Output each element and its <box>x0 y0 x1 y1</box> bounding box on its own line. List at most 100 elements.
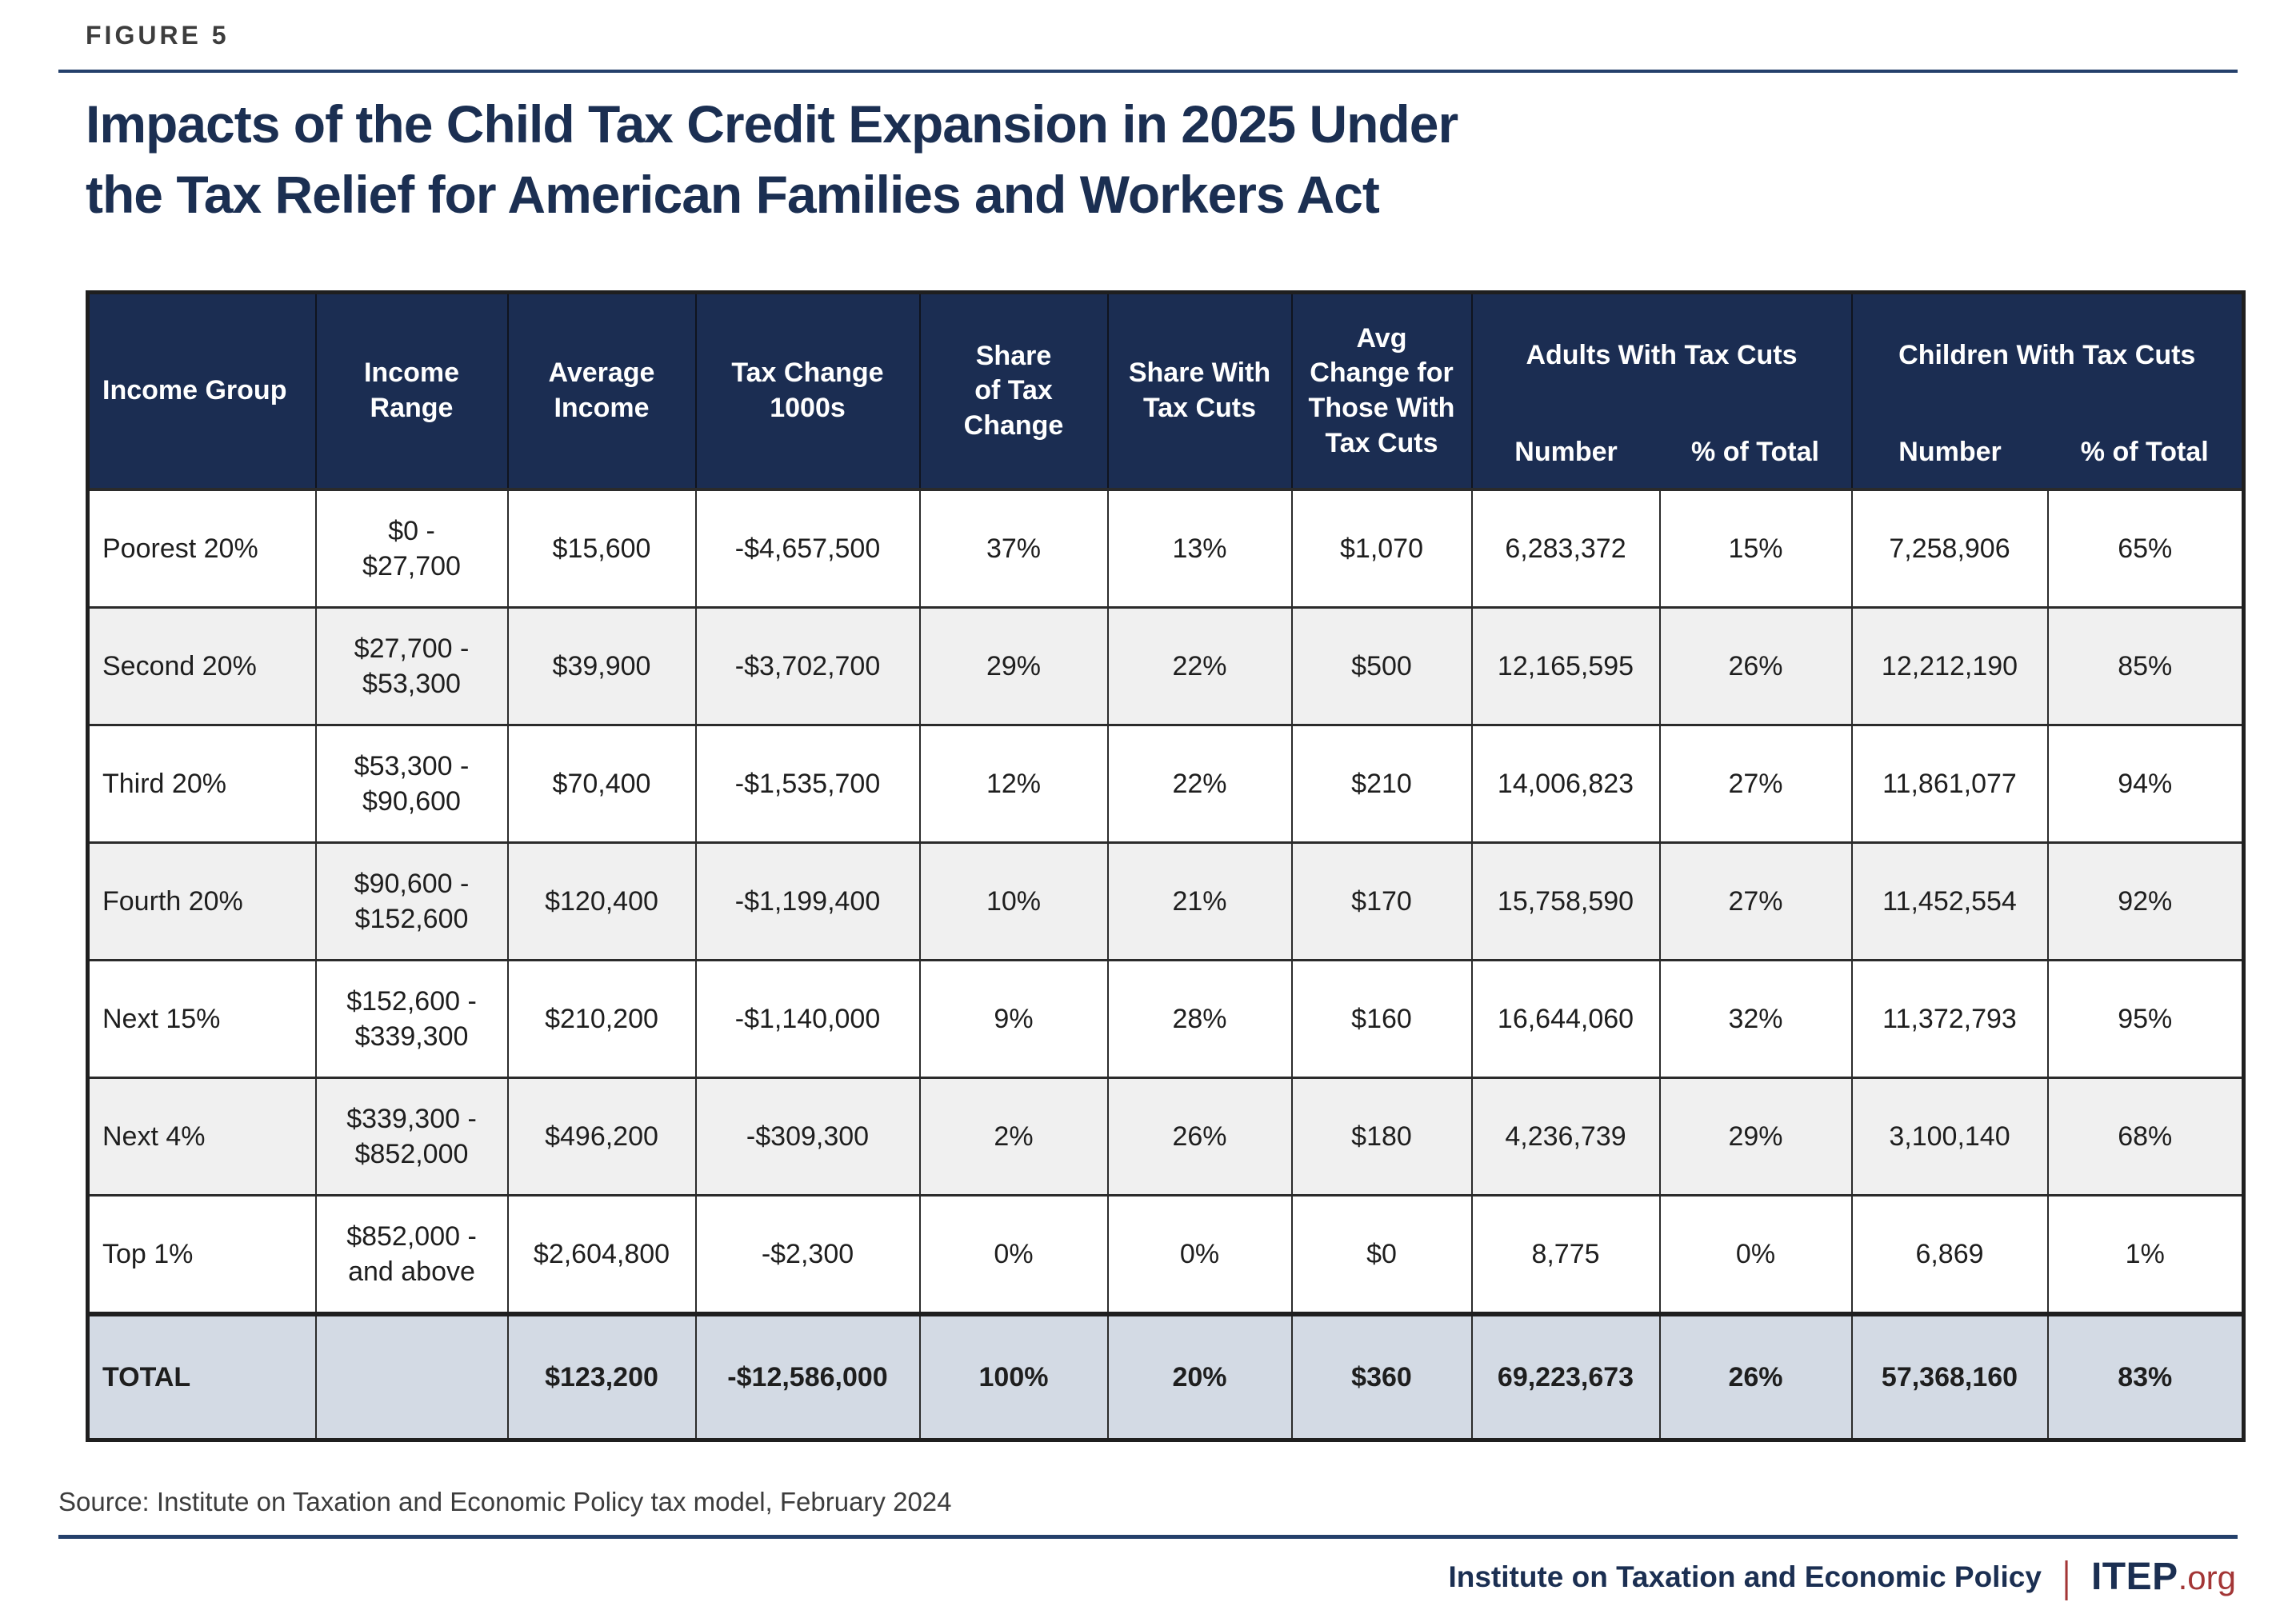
cell-adults-pct: 32% <box>1658 959 1853 1079</box>
cell-adults-number: 12,165,595 <box>1470 606 1661 726</box>
col-header-share-of-tax-change: Share of Tax Change <box>919 292 1109 489</box>
cell-avg-change: $0 <box>1290 1194 1473 1316</box>
table-row-third-20: Third 20% $53,300 - $90,600 $70,400 -$1,… <box>86 724 2245 844</box>
title-line-2: the Tax Relief for American Families and… <box>86 165 1380 224</box>
cell-income-group: TOTAL <box>86 1312 317 1441</box>
cell-children-number: 6,869 <box>1850 1194 2049 1316</box>
cell-avg-change: $170 <box>1290 841 1473 961</box>
cell-income-range: $852,000 - and above <box>314 1194 509 1316</box>
cell-average-income: $120,400 <box>506 841 697 961</box>
table-row-fourth-20: Fourth 20% $90,600 - $152,600 $120,400 -… <box>86 841 2245 961</box>
cell-avg-change: $210 <box>1290 724 1473 844</box>
cell-share-with-tax-cuts: 20% <box>1106 1312 1293 1441</box>
cell-share-with-tax-cuts: 13% <box>1106 488 1293 609</box>
subheader-children-pct-of-total: % of Total <box>2047 417 2244 489</box>
footer-brand-org-suffix: .org <box>2178 1559 2236 1596</box>
cell-share-with-tax-cuts: 0% <box>1106 1194 1293 1316</box>
subheader-adults-number: Number <box>1471 417 1660 489</box>
cell-children-pct: 65% <box>2046 488 2245 609</box>
table-row-next-15: Next 15% $152,600 - $339,300 $210,200 -$… <box>86 959 2245 1079</box>
cell-average-income: $15,600 <box>506 488 697 609</box>
col-header-income-range: Income Range <box>315 292 509 489</box>
cell-average-income: $2,604,800 <box>506 1194 697 1316</box>
cell-children-pct: 68% <box>2046 1077 2245 1197</box>
cell-adults-number: 16,644,060 <box>1470 959 1661 1079</box>
cell-adults-pct: 29% <box>1658 1077 1853 1197</box>
cell-share-with-tax-cuts: 28% <box>1106 959 1293 1079</box>
cell-income-range <box>314 1312 509 1441</box>
group-header-children-with-tax-cuts: Children With Tax Cuts <box>1851 292 2244 417</box>
table-row-next-4: Next 4% $339,300 - $852,000 $496,200 -$3… <box>86 1077 2245 1197</box>
cell-income-group: Next 15% <box>86 959 317 1079</box>
table-row-total: TOTAL $123,200 -$12,586,000 100% 20% $36… <box>86 1312 2245 1441</box>
cell-children-number: 57,368,160 <box>1850 1312 2049 1441</box>
cell-children-pct: 94% <box>2046 724 2245 844</box>
cell-avg-change: $160 <box>1290 959 1473 1079</box>
cell-average-income: $210,200 <box>506 959 697 1079</box>
cell-average-income: $123,200 <box>506 1312 697 1441</box>
cell-tax-change: -$12,586,000 <box>694 1312 921 1441</box>
cell-income-range: $53,300 - $90,600 <box>314 724 509 844</box>
cell-average-income: $39,900 <box>506 606 697 726</box>
table-row-second-20: Second 20% $27,700 - $53,300 $39,900 -$3… <box>86 606 2245 726</box>
cell-share-of-tax-change: 10% <box>918 841 1109 961</box>
col-header-avg-change: Avg Change for Those With Tax Cuts <box>1291 292 1473 489</box>
title-line-1: Impacts of the Child Tax Credit Expansio… <box>86 94 1458 154</box>
cell-share-of-tax-change: 2% <box>918 1077 1109 1197</box>
footer: Institute on Taxation and Economic Polic… <box>58 1555 2238 1599</box>
cell-income-group: Top 1% <box>86 1194 317 1316</box>
cell-children-pct: 92% <box>2046 841 2245 961</box>
table-row-top-1: Top 1% $852,000 - and above $2,604,800 -… <box>86 1194 2245 1316</box>
cell-share-of-tax-change: 0% <box>918 1194 1109 1316</box>
cell-share-of-tax-change: 12% <box>918 724 1109 844</box>
top-divider <box>58 70 2238 73</box>
source-note: Source: Institute on Taxation and Econom… <box>58 1487 952 1516</box>
cell-adults-number: 8,775 <box>1470 1194 1661 1316</box>
cell-tax-change: -$1,199,400 <box>694 841 921 961</box>
col-header-share-with-tax-cuts: Share With Tax Cuts <box>1107 292 1293 489</box>
subheader-children-number: Number <box>1851 417 2048 489</box>
cell-adults-number: 6,283,372 <box>1470 488 1661 609</box>
col-header-income-group: Income Group <box>87 292 317 489</box>
cell-income-range: $339,300 - $852,000 <box>314 1077 509 1197</box>
cell-avg-change: $360 <box>1290 1312 1473 1441</box>
cell-income-group: Second 20% <box>86 606 317 726</box>
cell-share-with-tax-cuts: 22% <box>1106 606 1293 726</box>
cell-tax-change: -$4,657,500 <box>694 488 921 609</box>
cell-children-pct: 1% <box>2046 1194 2245 1316</box>
cell-adults-number: 14,006,823 <box>1470 724 1661 844</box>
cell-share-with-tax-cuts: 22% <box>1106 724 1293 844</box>
cell-tax-change: -$309,300 <box>694 1077 921 1197</box>
group-header-adults-with-tax-cuts: Adults With Tax Cuts <box>1471 292 1853 417</box>
cell-tax-change: -$1,140,000 <box>694 959 921 1079</box>
cell-children-pct: 95% <box>2046 959 2245 1079</box>
cell-income-group: Next 4% <box>86 1077 317 1197</box>
cell-children-number: 12,212,190 <box>1850 606 2049 726</box>
cell-income-group: Third 20% <box>86 724 317 844</box>
cell-children-number: 11,452,554 <box>1850 841 2049 961</box>
cell-share-of-tax-change: 37% <box>918 488 1109 609</box>
cell-tax-change: -$3,702,700 <box>694 606 921 726</box>
cell-income-group: Fourth 20% <box>86 841 317 961</box>
cell-income-range: $0 - $27,700 <box>314 488 509 609</box>
cell-adults-pct: 15% <box>1658 488 1853 609</box>
footer-brand-logo: ITEP .org <box>2091 1555 2236 1599</box>
cell-adults-pct: 0% <box>1658 1194 1853 1316</box>
col-header-average-income: Average Income <box>507 292 697 489</box>
cell-children-pct: 83% <box>2046 1312 2245 1441</box>
cell-adults-number: 69,223,673 <box>1470 1312 1661 1441</box>
figure-title: Impacts of the Child Tax Credit Expansio… <box>86 89 2238 230</box>
cell-average-income: $496,200 <box>506 1077 697 1197</box>
cell-adults-pct: 27% <box>1658 841 1853 961</box>
cell-children-number: 7,258,906 <box>1850 488 2049 609</box>
cell-adults-pct: 26% <box>1658 1312 1853 1441</box>
cell-children-number: 11,861,077 <box>1850 724 2049 844</box>
impacts-table: Income Group Income Range Average Income… <box>86 290 2246 1442</box>
cell-adults-pct: 26% <box>1658 606 1853 726</box>
cell-adults-number: 15,758,590 <box>1470 841 1661 961</box>
table-row-poorest-20: Poorest 20% $0 - $27,700 $15,600 -$4,657… <box>86 488 2245 609</box>
cell-tax-change: -$2,300 <box>694 1194 921 1316</box>
cell-adults-pct: 27% <box>1658 724 1853 844</box>
cell-avg-change: $500 <box>1290 606 1473 726</box>
